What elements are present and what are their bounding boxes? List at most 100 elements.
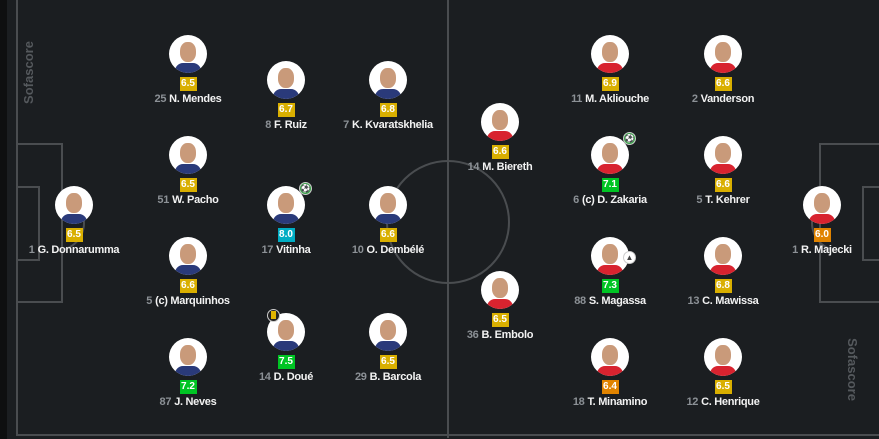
player-avatar[interactable]	[704, 338, 742, 376]
player-avatar[interactable]	[169, 136, 207, 174]
player-away[interactable]: 6.0 1 R. Majecki	[752, 186, 879, 256]
player-rating: 6.5	[379, 355, 397, 369]
player-avatar[interactable]	[55, 186, 93, 224]
player-away[interactable]: 6.6 2 Vanderson	[653, 35, 793, 105]
left-goal-box	[16, 186, 40, 261]
player-avatar[interactable]	[369, 186, 407, 224]
player-home[interactable]: 6.6 5 (c) Marquinhos	[118, 237, 258, 307]
player-away[interactable]: 6.6 5 T. Kehrer	[653, 136, 793, 206]
player-label: 17 Vitinha	[216, 244, 356, 256]
player-name: T. Minamino	[587, 396, 648, 408]
player-name: Vanderson	[700, 93, 755, 105]
player-avatar[interactable]	[704, 136, 742, 174]
player-away[interactable]: 6.6 14 M. Biereth	[430, 103, 570, 173]
player-label: 14 D. Doué	[216, 371, 356, 383]
player-label: 6 (c) D. Zakaria	[540, 194, 680, 206]
player-label: 10 O. Dembélé	[318, 244, 458, 256]
player-avatar[interactable]	[169, 35, 207, 73]
player-avatar[interactable]	[267, 61, 305, 99]
player-away[interactable]: 6.4 18 T. Minamino	[540, 338, 680, 408]
player-number: 2	[691, 93, 698, 105]
player-name: S. Magassa	[588, 295, 646, 307]
player-label: 14 M. Biereth	[430, 161, 570, 173]
player-rating: 7.5	[277, 355, 295, 369]
assist-boot-icon: ▲	[623, 251, 636, 264]
goal-icon: ⚽	[299, 182, 312, 195]
player-label: 2 Vanderson	[653, 93, 793, 105]
player-home[interactable]: 6.8 7 K. Kvaratskhelia	[318, 61, 458, 131]
player-number: 17	[261, 244, 274, 256]
player-away[interactable]: 6.8 13 C. Mawissa	[653, 237, 793, 307]
player-away[interactable]: 6.5 36 B. Embolo	[430, 271, 570, 341]
player-label: 18 T. Minamino	[540, 396, 680, 408]
player-rating: 6.6	[379, 228, 397, 242]
player-rating: 6.5	[714, 380, 732, 394]
player-label: 25 N. Mendes	[118, 93, 258, 105]
player-number: 6	[573, 194, 579, 206]
player-avatar[interactable]	[267, 186, 305, 224]
player-label: 12 C. Henrique	[653, 396, 793, 408]
player-rating: 7.3	[601, 279, 619, 293]
player-number: 1	[792, 244, 798, 256]
player-avatar[interactable]	[369, 61, 407, 99]
player-number: 8	[265, 119, 272, 131]
player-avatar[interactable]	[803, 186, 841, 224]
player-number: 25	[154, 93, 167, 105]
player-number: 14	[467, 161, 480, 173]
player-label: 51 W. Pacho	[118, 194, 258, 206]
player-rating: 6.9	[601, 77, 619, 91]
player-rating: 6.5	[179, 178, 197, 192]
player-home[interactable]: 7.2 87 J. Neves	[118, 338, 258, 408]
player-name: B. Embolo	[481, 329, 534, 341]
player-avatar[interactable]	[591, 136, 629, 174]
player-name: M. Biereth	[482, 161, 533, 173]
player-number: 11	[571, 93, 583, 105]
player-number: 1	[28, 244, 35, 256]
player-rating: 7.1	[601, 178, 619, 192]
player-away[interactable]: ▲ 7.3 88 S. Magassa	[540, 237, 680, 307]
player-number: 87	[159, 396, 172, 408]
player-avatar[interactable]	[369, 313, 407, 351]
player-number: 14	[258, 371, 271, 383]
player-label: 88 S. Magassa	[540, 295, 680, 307]
player-name: D. Doué	[273, 371, 314, 383]
player-label: 1 R. Majecki	[752, 244, 879, 256]
player-rating: 6.8	[714, 279, 732, 293]
player-home[interactable]: 6.5 51 W. Pacho	[118, 136, 258, 206]
player-label: 13 C. Mawissa	[653, 295, 793, 307]
player-name: G. Donnarumma	[37, 244, 120, 256]
player-avatar[interactable]	[481, 103, 519, 141]
player-label: 8 F. Ruiz	[216, 119, 356, 131]
player-home[interactable]: 6.5 25 N. Mendes	[118, 35, 258, 105]
player-rating: 6.6	[714, 178, 732, 192]
player-away[interactable]: ⚽ 7.1 6 (c) D. Zakaria	[540, 132, 680, 206]
player-name: B. Barcola	[369, 371, 422, 383]
player-avatar[interactable]	[591, 338, 629, 376]
player-label: 11 M. Akliouche	[540, 93, 680, 105]
player-number: 5	[696, 194, 703, 206]
player-name: N. Mendes	[169, 93, 222, 105]
player-name: K. Kvaratskhelia	[352, 119, 433, 131]
player-name: Vitinha	[276, 244, 311, 256]
player-avatar[interactable]	[591, 237, 629, 275]
player-avatar[interactable]	[704, 237, 742, 275]
player-away[interactable]: 6.5 12 C. Henrique	[653, 338, 793, 408]
player-home[interactable]: 7.5 14 D. Doué	[216, 309, 356, 383]
player-avatar[interactable]	[704, 35, 742, 73]
player-away[interactable]: 6.9 11 M. Akliouche	[540, 35, 680, 105]
player-home[interactable]: 6.6 10 O. Dembélé	[318, 186, 458, 256]
player-avatar[interactable]	[169, 237, 207, 275]
player-avatar[interactable]	[591, 35, 629, 73]
player-name: R. Majecki	[801, 244, 852, 256]
player-home[interactable]: 6.7 8 F. Ruiz	[216, 61, 356, 131]
player-home[interactable]: 6.5 29 B. Barcola	[318, 313, 458, 383]
player-name: M. Akliouche	[585, 93, 649, 105]
player-number: 5	[146, 295, 153, 307]
player-avatar[interactable]	[481, 271, 519, 309]
player-home[interactable]: ⚽ 8.0 17 Vitinha	[216, 182, 356, 256]
player-rating: 6.6	[714, 77, 732, 91]
player-rating: 6.8	[379, 103, 397, 117]
player-rating: 7.2	[179, 380, 197, 394]
player-avatar[interactable]	[169, 338, 207, 376]
player-home[interactable]: 6.5 1 G. Donnarumma	[4, 186, 144, 256]
